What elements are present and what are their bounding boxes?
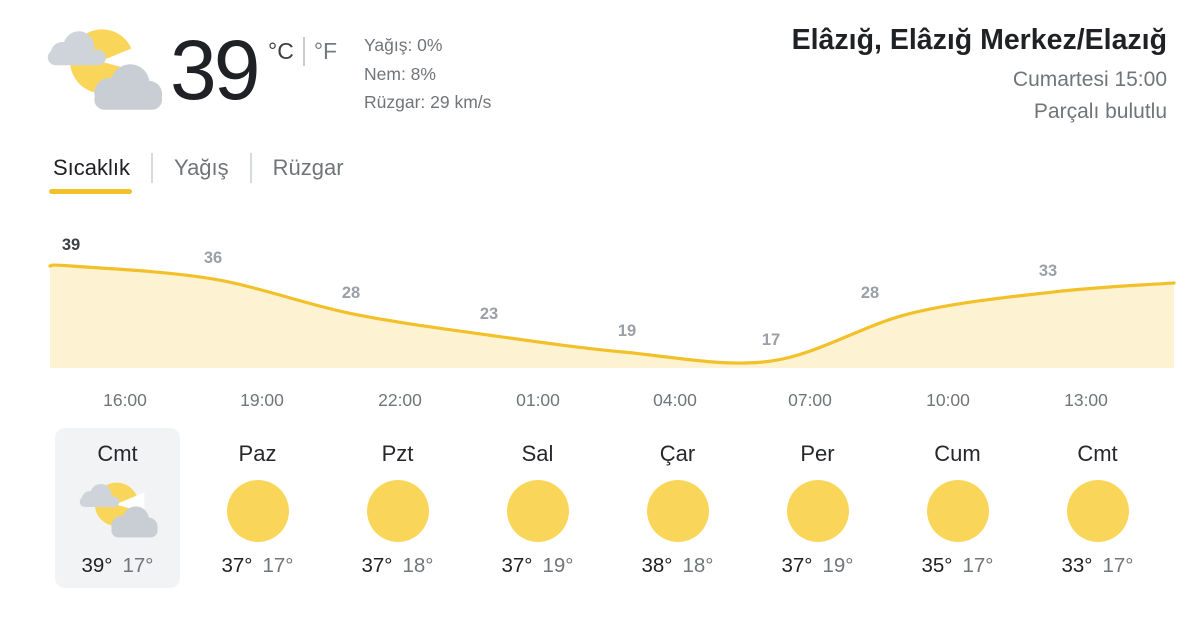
sunny-icon [786,479,849,542]
chart-area-fill [50,265,1174,368]
day-low-temp: 18° [402,554,434,577]
day-name: Cum [934,441,981,466]
day-high-temp: 35° [921,554,953,577]
tab-divider [249,153,252,183]
day-icon-wrap [926,467,989,554]
current-temperature: 39 [170,23,260,117]
day-temps: 39° 17° [81,554,153,578]
humidity-value: Nem: 8% [364,63,436,84]
precipitation-value: Yağış: 0% [364,35,443,55]
forecast-day-card[interactable]: Sal 37° 19° [475,428,600,588]
sunny-icon [646,479,709,542]
day-low-temp: 17° [1102,554,1134,577]
chart-value-label: 33 [1038,261,1058,280]
sunny-icon [926,479,989,542]
unit-divider [302,37,305,66]
day-temps: 37° 18° [361,554,433,578]
chart-time-label: 16:00 [103,390,147,410]
chart-tabs: Sıcaklık Yağış Rüzgar [48,153,344,194]
day-low-temp: 17° [262,554,294,577]
forecast-row: Cmt 39° 17° Paz 37° 17° Pzt 37° 18° Sal [55,428,1160,588]
day-temps: 38° 18° [641,554,713,578]
forecast-day-card[interactable]: Cmt 33° 17° [1035,428,1160,588]
forecast-day-card[interactable]: Pzt 37° 18° [335,428,460,588]
current-conditions-details: Yağış: 0% Nem: 8% Rüzgar: 29 km/s [364,31,491,117]
partly-cloudy-icon [47,29,163,110]
day-high-temp: 39° [81,554,113,577]
day-name: Per [800,441,835,466]
day-icon-wrap [1066,467,1129,554]
day-name: Çar [659,441,696,466]
datetime-label: Cumartesi 15:00 [1012,68,1167,91]
day-name: Pzt [381,441,414,466]
sunny-icon [506,479,569,542]
chart-value-label: 28 [860,283,880,302]
location-title: Elâzığ, Elâzığ Merkez/Elazığ [791,24,1167,56]
chart-value-label: 28 [341,283,361,302]
temperature-chart: 39 36 28 23 19 17 28 33 16:00 19:00 22:00 01:00 04:0… [0,230,1200,412]
sunny-icon [226,479,289,542]
day-icon-wrap [506,467,569,554]
day-icon-wrap [226,467,289,554]
wind-value: Rüzgar: 29 km/s [364,92,492,112]
forecast-day-card[interactable]: Cum 35° 17° [895,428,1020,588]
chart-line [48,263,1176,365]
chart-time-label: 04:00 [653,390,697,410]
unit-toggle: °C °F [268,37,337,66]
sunny-icon [366,479,429,542]
day-low-temp: 17° [962,554,994,577]
day-icon-wrap [366,467,429,554]
location-block: Elâzığ, Elâzığ Merkez/Elazığ Cumartesi 1… [792,24,1167,128]
tab-divider [151,153,154,183]
chart-time-label: 01:00 [516,390,560,410]
sunny-icon [1066,479,1129,542]
forecast-day-card[interactable]: Cmt 39° 17° [55,428,180,588]
day-high-temp: 37° [781,554,813,577]
day-low-temp: 19° [822,554,854,577]
chart-value-label: 23 [479,305,499,324]
day-high-temp: 37° [361,554,393,577]
chart-time-label: 07:00 [788,390,832,410]
chart-time-label: 22:00 [378,390,422,410]
day-temps: 37° 19° [501,554,573,578]
tab-yagis[interactable]: Yağış [174,155,229,180]
condition-label: Parçalı bulutlu [1033,100,1167,123]
unit-fahrenheit[interactable]: °F [313,38,338,64]
chart-value-label: 19 [617,322,637,341]
day-name: Sal [521,441,554,466]
chart-time-label: 10:00 [926,390,970,410]
day-name: Paz [238,441,277,466]
day-high-temp: 37° [221,554,253,577]
chart-time-label: 19:00 [240,390,284,410]
day-icon-wrap [786,467,849,554]
forecast-day-card[interactable]: Paz 37° 17° [195,428,320,588]
day-low-temp: 17° [122,554,154,577]
chart-value-label: 17 [761,331,781,350]
day-low-temp: 18° [682,554,714,577]
day-high-temp: 38° [641,554,673,577]
day-temps: 35° 17° [921,554,993,578]
day-name: Cmt [97,441,138,466]
partly-cloudy-icon [79,482,158,537]
day-name: Cmt [1077,441,1118,466]
day-high-temp: 33° [1061,554,1093,577]
day-high-temp: 37° [501,554,533,577]
forecast-day-card[interactable]: Per 37° 19° [755,428,880,588]
day-icon-wrap [74,467,162,554]
chart-value-label: 36 [203,248,223,267]
tab-sicaklik[interactable]: Sıcaklık [48,153,133,194]
tab-ruzgar[interactable]: Rüzgar [272,155,344,180]
chart-value-label: 39 [61,236,81,254]
day-temps: 37° 19° [781,554,853,578]
day-temps: 37° 17° [221,554,293,578]
day-icon-wrap [646,467,709,554]
day-low-temp: 19° [542,554,574,577]
unit-celsius: °C [268,38,294,64]
temperature-chart-svg [48,263,1176,368]
day-temps: 33° 17° [1061,554,1133,578]
chart-time-label: 13:00 [1064,390,1108,410]
forecast-day-card[interactable]: Çar 38° 18° [615,428,740,588]
